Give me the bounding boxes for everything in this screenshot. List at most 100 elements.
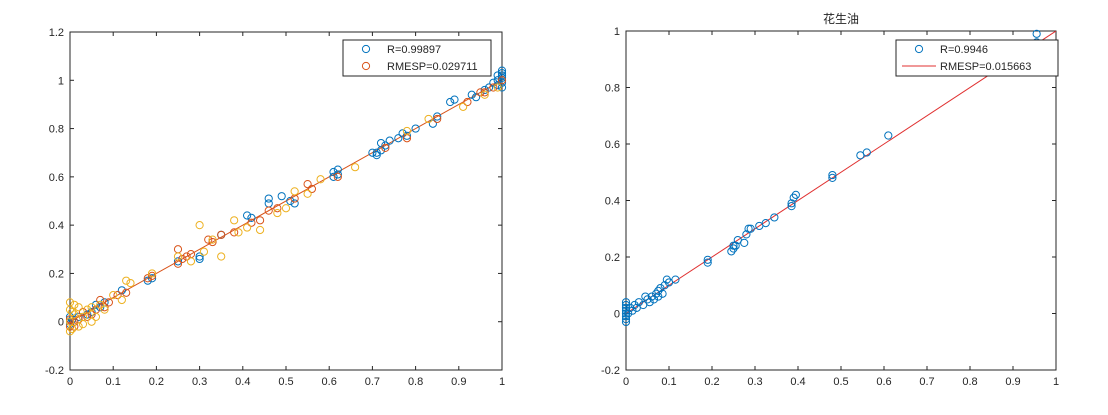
data-point bbox=[652, 289, 661, 298]
data-point bbox=[729, 244, 738, 253]
data-point bbox=[100, 305, 109, 314]
data-point bbox=[493, 83, 502, 92]
data-point bbox=[78, 307, 88, 317]
y-tick-label: 0.4 bbox=[605, 196, 620, 208]
chart-2: 0 0.1 0.2 0.3 0.4 0.5 0.6 0.7 0.8 0.9 1-0.200.20.4… bbox=[601, 11, 1059, 388]
data-point bbox=[621, 300, 631, 310]
data-point bbox=[664, 278, 674, 287]
x-tick-label: 1 bbox=[499, 376, 505, 388]
data-point bbox=[100, 303, 109, 312]
data-point bbox=[307, 184, 317, 194]
data-point bbox=[744, 224, 753, 233]
chart-title: 花生油 bbox=[823, 11, 859, 26]
x-tick-label: 0.4 bbox=[235, 376, 250, 388]
data-point bbox=[402, 126, 412, 136]
x-tick-label: 0.9 bbox=[451, 376, 466, 388]
data-point bbox=[471, 93, 481, 102]
data-point bbox=[147, 271, 157, 280]
y-tick-label: 0.8 bbox=[49, 124, 64, 136]
data-point bbox=[742, 230, 751, 239]
data-point bbox=[755, 221, 764, 231]
data-point bbox=[433, 112, 442, 121]
data-point bbox=[186, 257, 196, 266]
data-point bbox=[372, 151, 381, 160]
data-point bbox=[91, 312, 101, 321]
legend-marker bbox=[361, 44, 371, 54]
data-point bbox=[74, 303, 83, 312]
x-tick-label: 0.7 bbox=[919, 376, 934, 388]
x-tick-label: 0.6 bbox=[322, 376, 337, 388]
data-point bbox=[727, 247, 736, 256]
data-point bbox=[65, 322, 75, 331]
data-point bbox=[277, 192, 286, 201]
data-point bbox=[217, 252, 226, 261]
data-point bbox=[372, 148, 381, 157]
data-point bbox=[264, 206, 273, 215]
data-point bbox=[87, 307, 96, 317]
data-point bbox=[70, 322, 79, 331]
data-point bbox=[489, 78, 498, 87]
data-point bbox=[182, 252, 191, 261]
y-tick-label: -0.2 bbox=[45, 365, 64, 377]
y-tick-label: 0.2 bbox=[49, 268, 64, 280]
legend: R=0.9946 RMESP=0.015663 bbox=[895, 39, 1059, 77]
data-point bbox=[746, 224, 755, 233]
data-point bbox=[286, 196, 295, 206]
data-point bbox=[621, 306, 631, 315]
chart-1: 0 0.1 0.2 0.3 0.4 0.5 0.6 0.7 0.8 0.9 1-0.200.20.4… bbox=[45, 27, 507, 388]
data-point bbox=[493, 81, 502, 90]
x-tick-label: 0.6 bbox=[876, 376, 891, 388]
data-point bbox=[243, 211, 252, 220]
y-tick-label: 0 bbox=[614, 309, 620, 321]
data-point bbox=[703, 258, 712, 267]
data-point bbox=[91, 300, 101, 309]
data-point bbox=[621, 312, 631, 321]
data-point bbox=[83, 310, 92, 319]
legend-label: RMESP=0.015663 bbox=[940, 61, 1031, 73]
data-point bbox=[290, 187, 299, 196]
x-tick-label: 0 bbox=[623, 376, 629, 388]
data-point bbox=[247, 213, 256, 222]
data-point bbox=[433, 114, 442, 124]
data-point bbox=[463, 97, 472, 107]
data-point bbox=[117, 295, 126, 305]
data-point bbox=[497, 71, 507, 80]
x-tick-label: 0.9 bbox=[1005, 376, 1020, 388]
data-point bbox=[122, 276, 131, 285]
data-point bbox=[450, 95, 459, 104]
x-tick-label: 0.5 bbox=[278, 376, 293, 388]
x-tick-label: 0.2 bbox=[149, 376, 164, 388]
data-point bbox=[428, 119, 437, 128]
y-tick-label: -0.2 bbox=[601, 365, 620, 377]
legend-label: R=0.99897 bbox=[387, 44, 441, 56]
data-point bbox=[856, 151, 865, 160]
data-point bbox=[195, 221, 204, 230]
y-tick-label: 0.6 bbox=[49, 172, 64, 184]
x-tick-label: 0.7 bbox=[365, 376, 380, 388]
data-point bbox=[459, 102, 468, 111]
data-point bbox=[143, 274, 152, 283]
y-tick-label: 0 bbox=[58, 317, 64, 329]
legend: R=0.99897 RMESP=0.029711 bbox=[342, 39, 492, 77]
data-point bbox=[787, 199, 796, 208]
x-tick-label: 0 bbox=[67, 376, 73, 388]
data-point bbox=[70, 310, 79, 319]
data-point bbox=[654, 286, 663, 295]
x-tick-label: 0.3 bbox=[192, 376, 207, 388]
data-point bbox=[621, 317, 631, 327]
data-point bbox=[660, 281, 669, 290]
data-point bbox=[884, 131, 893, 140]
x-tick-label: 0.1 bbox=[106, 376, 121, 388]
data-point bbox=[497, 66, 507, 75]
y-tick-label: 1 bbox=[58, 75, 64, 87]
data-point bbox=[230, 216, 239, 225]
data-point bbox=[329, 172, 338, 181]
data-point bbox=[117, 286, 126, 295]
data-point bbox=[255, 216, 265, 225]
data-point bbox=[733, 235, 742, 245]
data-point bbox=[199, 247, 209, 256]
data-point bbox=[703, 255, 712, 264]
plot-area bbox=[625, 30, 1057, 371]
data-point bbox=[234, 228, 243, 237]
data-point bbox=[109, 291, 118, 300]
